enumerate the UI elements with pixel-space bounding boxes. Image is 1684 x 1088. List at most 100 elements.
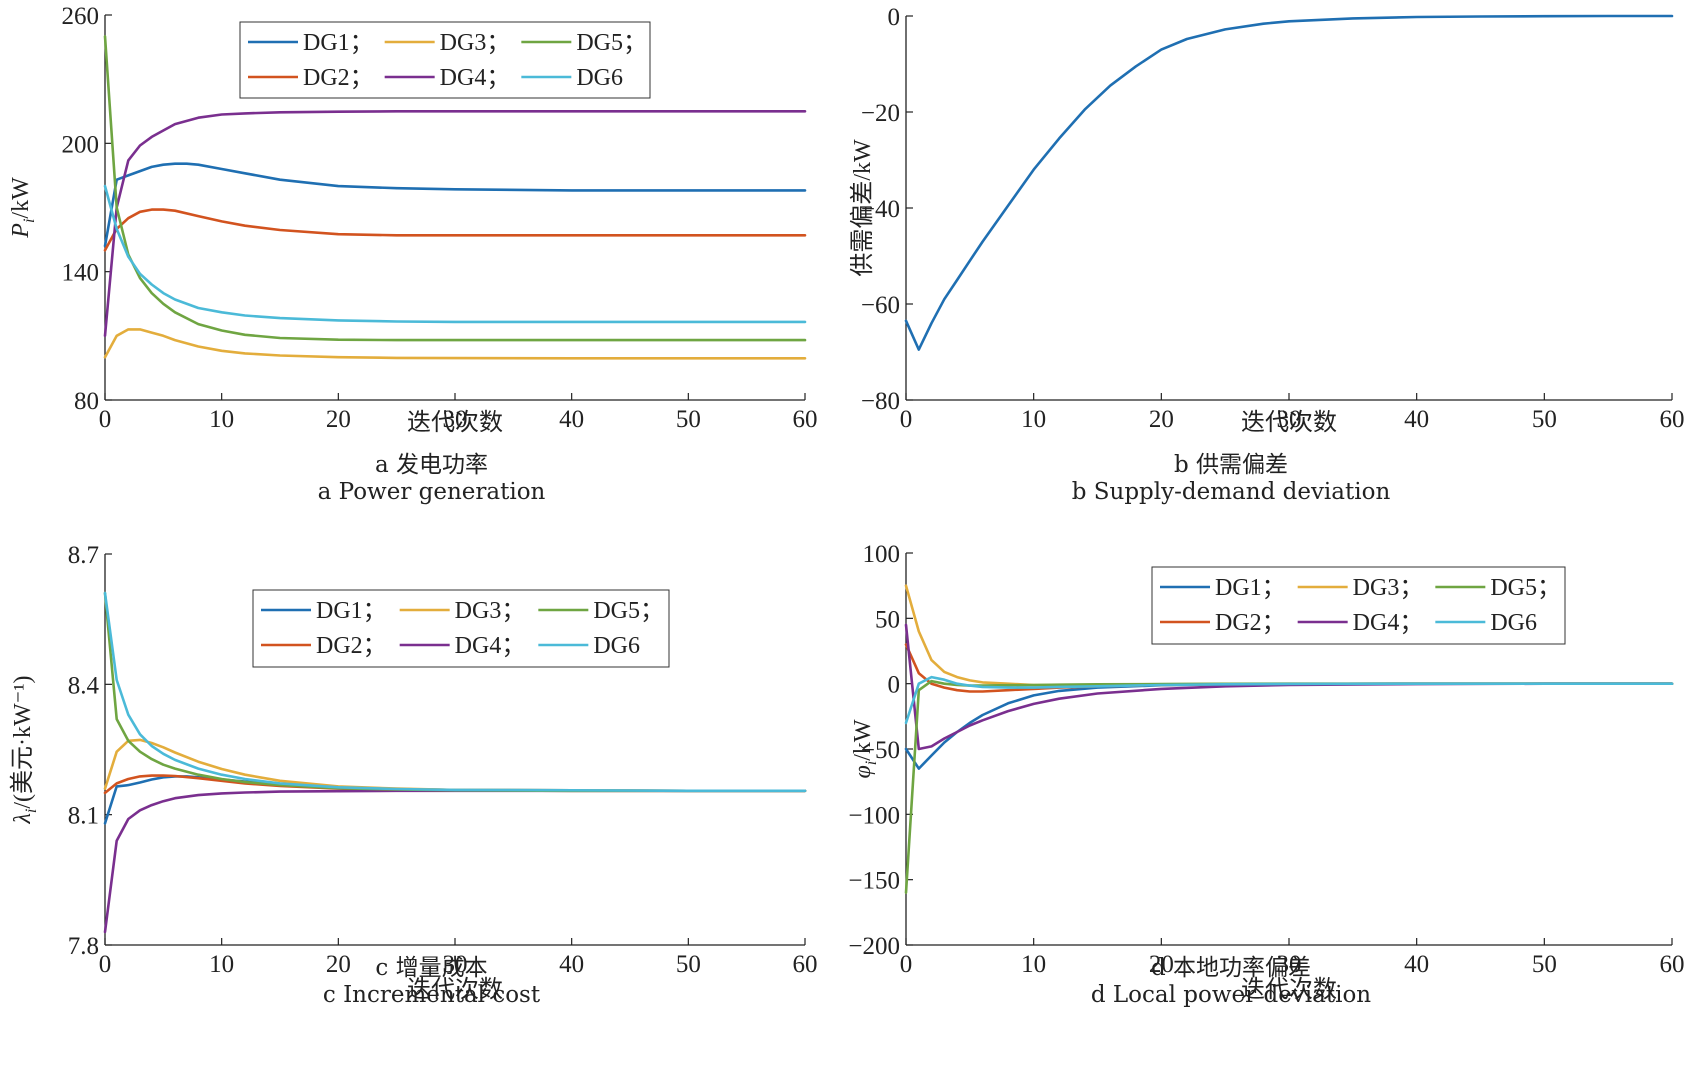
y-tick-label: 50 bbox=[875, 606, 900, 633]
legend-label-dg3: DG3； bbox=[440, 30, 511, 56]
y-tick-label: −80 bbox=[861, 388, 900, 415]
y-axis-label: φi/kW bbox=[850, 719, 880, 778]
y-tick-label: 7.8 bbox=[68, 933, 99, 960]
series-line-dg2 bbox=[103, 208, 807, 252]
y-axis-label-unit: /kW bbox=[8, 177, 34, 219]
series-line-dg4 bbox=[103, 110, 807, 338]
y-axis-label-main: P bbox=[8, 223, 34, 239]
legend-box bbox=[1151, 566, 1566, 645]
y-tick-label: 8.4 bbox=[68, 672, 100, 699]
x-axis-label: 迭代次数 bbox=[1241, 409, 1337, 436]
y-axis-label-unit: /kW bbox=[850, 719, 876, 761]
caption-c-cn: c 增量成本 bbox=[375, 955, 488, 981]
legend-label-dg3: DG3； bbox=[1353, 575, 1424, 601]
x-tick-label: 20 bbox=[1149, 951, 1174, 978]
legend-label-dg1: DG1； bbox=[316, 598, 387, 624]
legend-label-dg4: DG4； bbox=[440, 65, 511, 91]
chart-c-svg: 0 10 20 30 40 50 60 7.8 8.1 8.4 8.7 迭代次数 λi/(美元·kW⁻¹… bbox=[9, 542, 818, 1003]
y-tick-label: −60 bbox=[861, 292, 900, 319]
y-tick-label: −150 bbox=[848, 868, 900, 895]
series-line-dg4 bbox=[103, 789, 807, 934]
legend-label-dg1: DG1； bbox=[1215, 575, 1286, 601]
x-tick-label: 40 bbox=[559, 406, 584, 433]
caption-c-en: c Incremental cost bbox=[322, 982, 541, 1008]
chart-a-svg: 0 10 20 30 40 50 60 80 140 200 260 迭代次数 Pi/kW DG1； DG3… bbox=[8, 3, 818, 436]
y-tick-label: −40 bbox=[861, 196, 900, 223]
panel-a: 0 10 20 30 40 50 60 80 140 200 260 迭代次数 Pi/kW DG1； DG3… bbox=[0, 0, 842, 544]
x-tick-label: 30 bbox=[1277, 406, 1302, 433]
series-line-dg6 bbox=[904, 675, 1674, 725]
y-tick-label: 260 bbox=[62, 3, 100, 30]
y-tick-label: −200 bbox=[848, 933, 900, 960]
x-tick-label: 10 bbox=[209, 406, 234, 433]
x-tick-label: 0 bbox=[99, 951, 112, 978]
x-tick-label: 20 bbox=[326, 406, 351, 433]
legend-box bbox=[239, 21, 651, 99]
panel-b: 0 10 20 30 40 50 60 −80 −60 −40 −20 0 迭代次数 供需偏差/kW b … bbox=[842, 0, 1684, 544]
y-axis-label-main: φ bbox=[850, 765, 876, 778]
x-tick-label: 50 bbox=[676, 406, 701, 433]
legend-label-dg2: DG2； bbox=[303, 65, 374, 91]
x-tick-label: 10 bbox=[1021, 406, 1046, 433]
caption-b-en: b Supply-demand deviation bbox=[1071, 479, 1391, 505]
x-axis-label: 迭代次数 bbox=[1241, 976, 1337, 1003]
y-tick-label: 0 bbox=[888, 672, 901, 699]
x-tick-label: 40 bbox=[559, 951, 584, 978]
chart-b-svg: 0 10 20 30 40 50 60 −80 −60 −40 −20 0 迭代次数 供需偏差/kW bbox=[849, 4, 1684, 436]
x-tick-label: 30 bbox=[443, 406, 468, 433]
legend-label-dg6: DG6 bbox=[1490, 610, 1537, 636]
legend-box bbox=[252, 589, 670, 668]
y-axis-label-sub: i bbox=[21, 219, 38, 223]
y-tick-label: 8.1 bbox=[68, 803, 99, 830]
series-line-dg1 bbox=[103, 162, 807, 248]
legend-label-dg3: DG3； bbox=[455, 598, 526, 624]
x-tick-label: 20 bbox=[1149, 406, 1174, 433]
series-line-dg3 bbox=[103, 738, 807, 793]
x-tick-label: 30 bbox=[443, 951, 468, 978]
series-line-dg3 bbox=[103, 328, 807, 360]
legend-label-dg6: DG6 bbox=[576, 65, 623, 91]
caption-a-cn: a 发电功率 bbox=[374, 452, 489, 478]
series-line-dg6 bbox=[103, 184, 807, 324]
y-tick-label: 8.7 bbox=[68, 544, 99, 569]
x-tick-label: 10 bbox=[1021, 951, 1046, 978]
y-axis-label-unit: /(美元·kW⁻¹) bbox=[9, 675, 36, 808]
x-tick-label: 60 bbox=[793, 406, 818, 433]
legend-label-dg4: DG4； bbox=[455, 633, 526, 659]
x-axis-label: 迭代次数 bbox=[407, 409, 503, 436]
x-axis-label: 迭代次数 bbox=[407, 976, 503, 1003]
series-line-dg5 bbox=[904, 679, 1674, 895]
x-tick-label: 60 bbox=[793, 951, 818, 978]
x-tick-label: 50 bbox=[1532, 951, 1557, 978]
x-tick-label: 40 bbox=[1404, 951, 1429, 978]
series-line-dg1 bbox=[904, 682, 1674, 770]
caption-a-en: a Power generation bbox=[317, 479, 546, 505]
x-tick-label: 10 bbox=[209, 951, 234, 978]
panel-d: 0 10 20 30 40 50 60 −200 −150 −100 −50 0 50 100 迭代次数 φi… bbox=[842, 541, 1684, 1088]
legend-label-dg5: DG5； bbox=[1490, 575, 1561, 601]
series-line-deviation bbox=[904, 14, 1674, 351]
y-tick-label: 200 bbox=[62, 131, 100, 158]
legend-label-dg5: DG5； bbox=[593, 598, 664, 624]
legend-label-dg4: DG4； bbox=[1353, 610, 1424, 636]
legend-label-dg1: DG1； bbox=[303, 30, 374, 56]
y-axis-label: Pi/kW bbox=[8, 177, 38, 239]
y-tick-label: −50 bbox=[861, 737, 900, 764]
x-tick-label: 40 bbox=[1404, 406, 1429, 433]
y-axis-label-main: 供需偏差/kW bbox=[849, 139, 876, 277]
x-tick-label: 60 bbox=[1660, 406, 1684, 433]
y-tick-label: 0 bbox=[888, 4, 901, 31]
x-tick-label: 20 bbox=[326, 951, 351, 978]
y-tick-label: 140 bbox=[62, 260, 100, 287]
series-line-dg1 bbox=[103, 775, 807, 825]
x-tick-label: 50 bbox=[676, 951, 701, 978]
legend-label-dg2: DG2； bbox=[316, 633, 387, 659]
y-axis-label-main: λ bbox=[10, 813, 36, 824]
x-tick-label: 50 bbox=[1532, 406, 1557, 433]
legend-label-dg5: DG5； bbox=[576, 30, 647, 56]
x-tick-label: 0 bbox=[900, 406, 913, 433]
legend-label-dg6: DG6 bbox=[593, 633, 640, 659]
caption-d-en: d Local power deviation bbox=[1090, 982, 1372, 1008]
x-tick-label: 0 bbox=[99, 406, 112, 433]
series-line-dg6 bbox=[103, 591, 807, 793]
